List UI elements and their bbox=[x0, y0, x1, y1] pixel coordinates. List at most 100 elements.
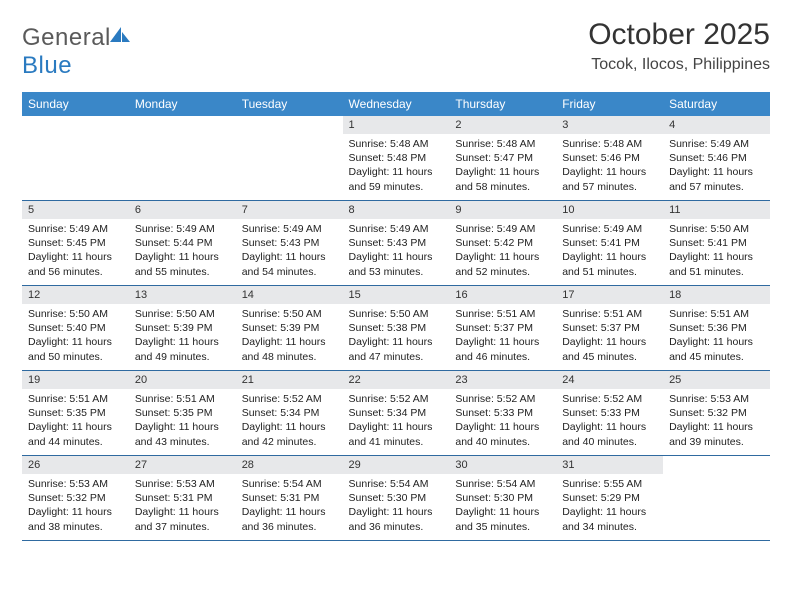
header: General Blue October 2025 Tocok, Ilocos,… bbox=[22, 18, 770, 80]
day-number: 30 bbox=[449, 456, 556, 474]
location-subtitle: Tocok, Ilocos, Philippines bbox=[588, 56, 770, 74]
day-cell: Sunrise: 5:48 AMSunset: 5:48 PMDaylight:… bbox=[343, 134, 450, 200]
daylight-line: Daylight: 11 hours and 36 minutes. bbox=[242, 505, 337, 533]
daylight-line: Daylight: 11 hours and 45 minutes. bbox=[562, 335, 657, 363]
daylight-line: Daylight: 11 hours and 51 minutes. bbox=[562, 250, 657, 278]
sunrise-line: Sunrise: 5:51 AM bbox=[669, 307, 764, 321]
sunrise-line: Sunrise: 5:53 AM bbox=[28, 477, 123, 491]
week-row: Sunrise: 5:49 AMSunset: 5:45 PMDaylight:… bbox=[22, 219, 770, 286]
daynum-row: 19202122232425 bbox=[22, 371, 770, 390]
logo-word1: General bbox=[22, 24, 111, 51]
sunrise-line: Sunrise: 5:48 AM bbox=[349, 137, 444, 151]
daylight-line: Daylight: 11 hours and 49 minutes. bbox=[135, 335, 230, 363]
day-cell: Sunrise: 5:54 AMSunset: 5:31 PMDaylight:… bbox=[236, 474, 343, 540]
sunrise-line: Sunrise: 5:52 AM bbox=[242, 392, 337, 406]
daylight-line: Daylight: 11 hours and 38 minutes. bbox=[28, 505, 123, 533]
daylight-line: Daylight: 11 hours and 59 minutes. bbox=[349, 165, 444, 193]
sunset-line: Sunset: 5:32 PM bbox=[669, 406, 764, 420]
day-number bbox=[129, 116, 236, 134]
sunrise-line: Sunrise: 5:48 AM bbox=[562, 137, 657, 151]
day-number: 26 bbox=[22, 456, 129, 474]
sunset-line: Sunset: 5:32 PM bbox=[28, 491, 123, 505]
sunrise-line: Sunrise: 5:48 AM bbox=[455, 137, 550, 151]
daylight-line: Daylight: 11 hours and 36 minutes. bbox=[349, 505, 444, 533]
daylight-line: Daylight: 11 hours and 56 minutes. bbox=[28, 250, 123, 278]
sunrise-line: Sunrise: 5:49 AM bbox=[455, 222, 550, 236]
day-number: 1 bbox=[343, 116, 450, 134]
sunset-line: Sunset: 5:46 PM bbox=[562, 151, 657, 165]
daylight-line: Daylight: 11 hours and 50 minutes. bbox=[28, 335, 123, 363]
sunset-line: Sunset: 5:37 PM bbox=[562, 321, 657, 335]
sunrise-line: Sunrise: 5:50 AM bbox=[669, 222, 764, 236]
logo: General Blue bbox=[22, 24, 132, 80]
sunset-line: Sunset: 5:29 PM bbox=[562, 491, 657, 505]
sunrise-line: Sunrise: 5:52 AM bbox=[455, 392, 550, 406]
day-number: 22 bbox=[343, 371, 450, 389]
day-number: 2 bbox=[449, 116, 556, 134]
day-cell: Sunrise: 5:49 AMSunset: 5:45 PMDaylight:… bbox=[22, 219, 129, 285]
sunset-line: Sunset: 5:33 PM bbox=[562, 406, 657, 420]
daylight-line: Daylight: 11 hours and 34 minutes. bbox=[562, 505, 657, 533]
day-cell: Sunrise: 5:53 AMSunset: 5:32 PMDaylight:… bbox=[663, 389, 770, 455]
sunset-line: Sunset: 5:35 PM bbox=[28, 406, 123, 420]
sunrise-line: Sunrise: 5:49 AM bbox=[669, 137, 764, 151]
logo-word2: Blue bbox=[22, 52, 72, 79]
sunset-line: Sunset: 5:31 PM bbox=[135, 491, 230, 505]
daylight-line: Daylight: 11 hours and 40 minutes. bbox=[562, 420, 657, 448]
day-cell: Sunrise: 5:53 AMSunset: 5:31 PMDaylight:… bbox=[129, 474, 236, 540]
sunset-line: Sunset: 5:41 PM bbox=[562, 236, 657, 250]
daynum-row: 12131415161718 bbox=[22, 286, 770, 305]
title-block: October 2025 Tocok, Ilocos, Philippines bbox=[588, 18, 770, 74]
sunrise-line: Sunrise: 5:49 AM bbox=[349, 222, 444, 236]
week-row: Sunrise: 5:51 AMSunset: 5:35 PMDaylight:… bbox=[22, 389, 770, 456]
daylight-line: Daylight: 11 hours and 40 minutes. bbox=[455, 420, 550, 448]
day-cell: Sunrise: 5:49 AMSunset: 5:42 PMDaylight:… bbox=[449, 219, 556, 285]
day-number: 23 bbox=[449, 371, 556, 389]
day-cell: Sunrise: 5:52 AMSunset: 5:33 PMDaylight:… bbox=[556, 389, 663, 455]
daylight-line: Daylight: 11 hours and 51 minutes. bbox=[669, 250, 764, 278]
daylight-line: Daylight: 11 hours and 54 minutes. bbox=[242, 250, 337, 278]
day-cell: Sunrise: 5:50 AMSunset: 5:40 PMDaylight:… bbox=[22, 304, 129, 370]
daylight-line: Daylight: 11 hours and 43 minutes. bbox=[135, 420, 230, 448]
daylight-line: Daylight: 11 hours and 57 minutes. bbox=[562, 165, 657, 193]
daylight-line: Daylight: 11 hours and 37 minutes. bbox=[135, 505, 230, 533]
sunset-line: Sunset: 5:46 PM bbox=[669, 151, 764, 165]
weekday-header: Saturday bbox=[663, 92, 770, 116]
day-cell: Sunrise: 5:51 AMSunset: 5:37 PMDaylight:… bbox=[556, 304, 663, 370]
day-number: 18 bbox=[663, 286, 770, 304]
day-cell: Sunrise: 5:52 AMSunset: 5:34 PMDaylight:… bbox=[236, 389, 343, 455]
day-number bbox=[663, 456, 770, 474]
sunrise-line: Sunrise: 5:51 AM bbox=[562, 307, 657, 321]
day-number: 29 bbox=[343, 456, 450, 474]
day-cell: Sunrise: 5:50 AMSunset: 5:39 PMDaylight:… bbox=[236, 304, 343, 370]
weekday-header-row: SundayMondayTuesdayWednesdayThursdayFrid… bbox=[22, 92, 770, 116]
day-cell: Sunrise: 5:52 AMSunset: 5:34 PMDaylight:… bbox=[343, 389, 450, 455]
day-number bbox=[236, 116, 343, 134]
sunset-line: Sunset: 5:39 PM bbox=[135, 321, 230, 335]
daylight-line: Daylight: 11 hours and 42 minutes. bbox=[242, 420, 337, 448]
day-number: 16 bbox=[449, 286, 556, 304]
sunset-line: Sunset: 5:34 PM bbox=[242, 406, 337, 420]
day-cell: Sunrise: 5:51 AMSunset: 5:35 PMDaylight:… bbox=[22, 389, 129, 455]
daylight-line: Daylight: 11 hours and 55 minutes. bbox=[135, 250, 230, 278]
day-cell bbox=[129, 134, 236, 200]
sunrise-line: Sunrise: 5:52 AM bbox=[562, 392, 657, 406]
daylight-line: Daylight: 11 hours and 48 minutes. bbox=[242, 335, 337, 363]
sunrise-line: Sunrise: 5:51 AM bbox=[28, 392, 123, 406]
day-number: 3 bbox=[556, 116, 663, 134]
sunset-line: Sunset: 5:43 PM bbox=[349, 236, 444, 250]
sunset-line: Sunset: 5:48 PM bbox=[349, 151, 444, 165]
sunrise-line: Sunrise: 5:49 AM bbox=[562, 222, 657, 236]
day-number: 11 bbox=[663, 201, 770, 219]
daynum-row: 262728293031 bbox=[22, 456, 770, 475]
sunset-line: Sunset: 5:40 PM bbox=[28, 321, 123, 335]
day-cell: Sunrise: 5:49 AMSunset: 5:41 PMDaylight:… bbox=[556, 219, 663, 285]
day-cell: Sunrise: 5:52 AMSunset: 5:33 PMDaylight:… bbox=[449, 389, 556, 455]
day-number: 13 bbox=[129, 286, 236, 304]
sunset-line: Sunset: 5:31 PM bbox=[242, 491, 337, 505]
daylight-line: Daylight: 11 hours and 39 minutes. bbox=[669, 420, 764, 448]
sunset-line: Sunset: 5:47 PM bbox=[455, 151, 550, 165]
day-cell: Sunrise: 5:55 AMSunset: 5:29 PMDaylight:… bbox=[556, 474, 663, 540]
sunrise-line: Sunrise: 5:51 AM bbox=[135, 392, 230, 406]
sunset-line: Sunset: 5:34 PM bbox=[349, 406, 444, 420]
